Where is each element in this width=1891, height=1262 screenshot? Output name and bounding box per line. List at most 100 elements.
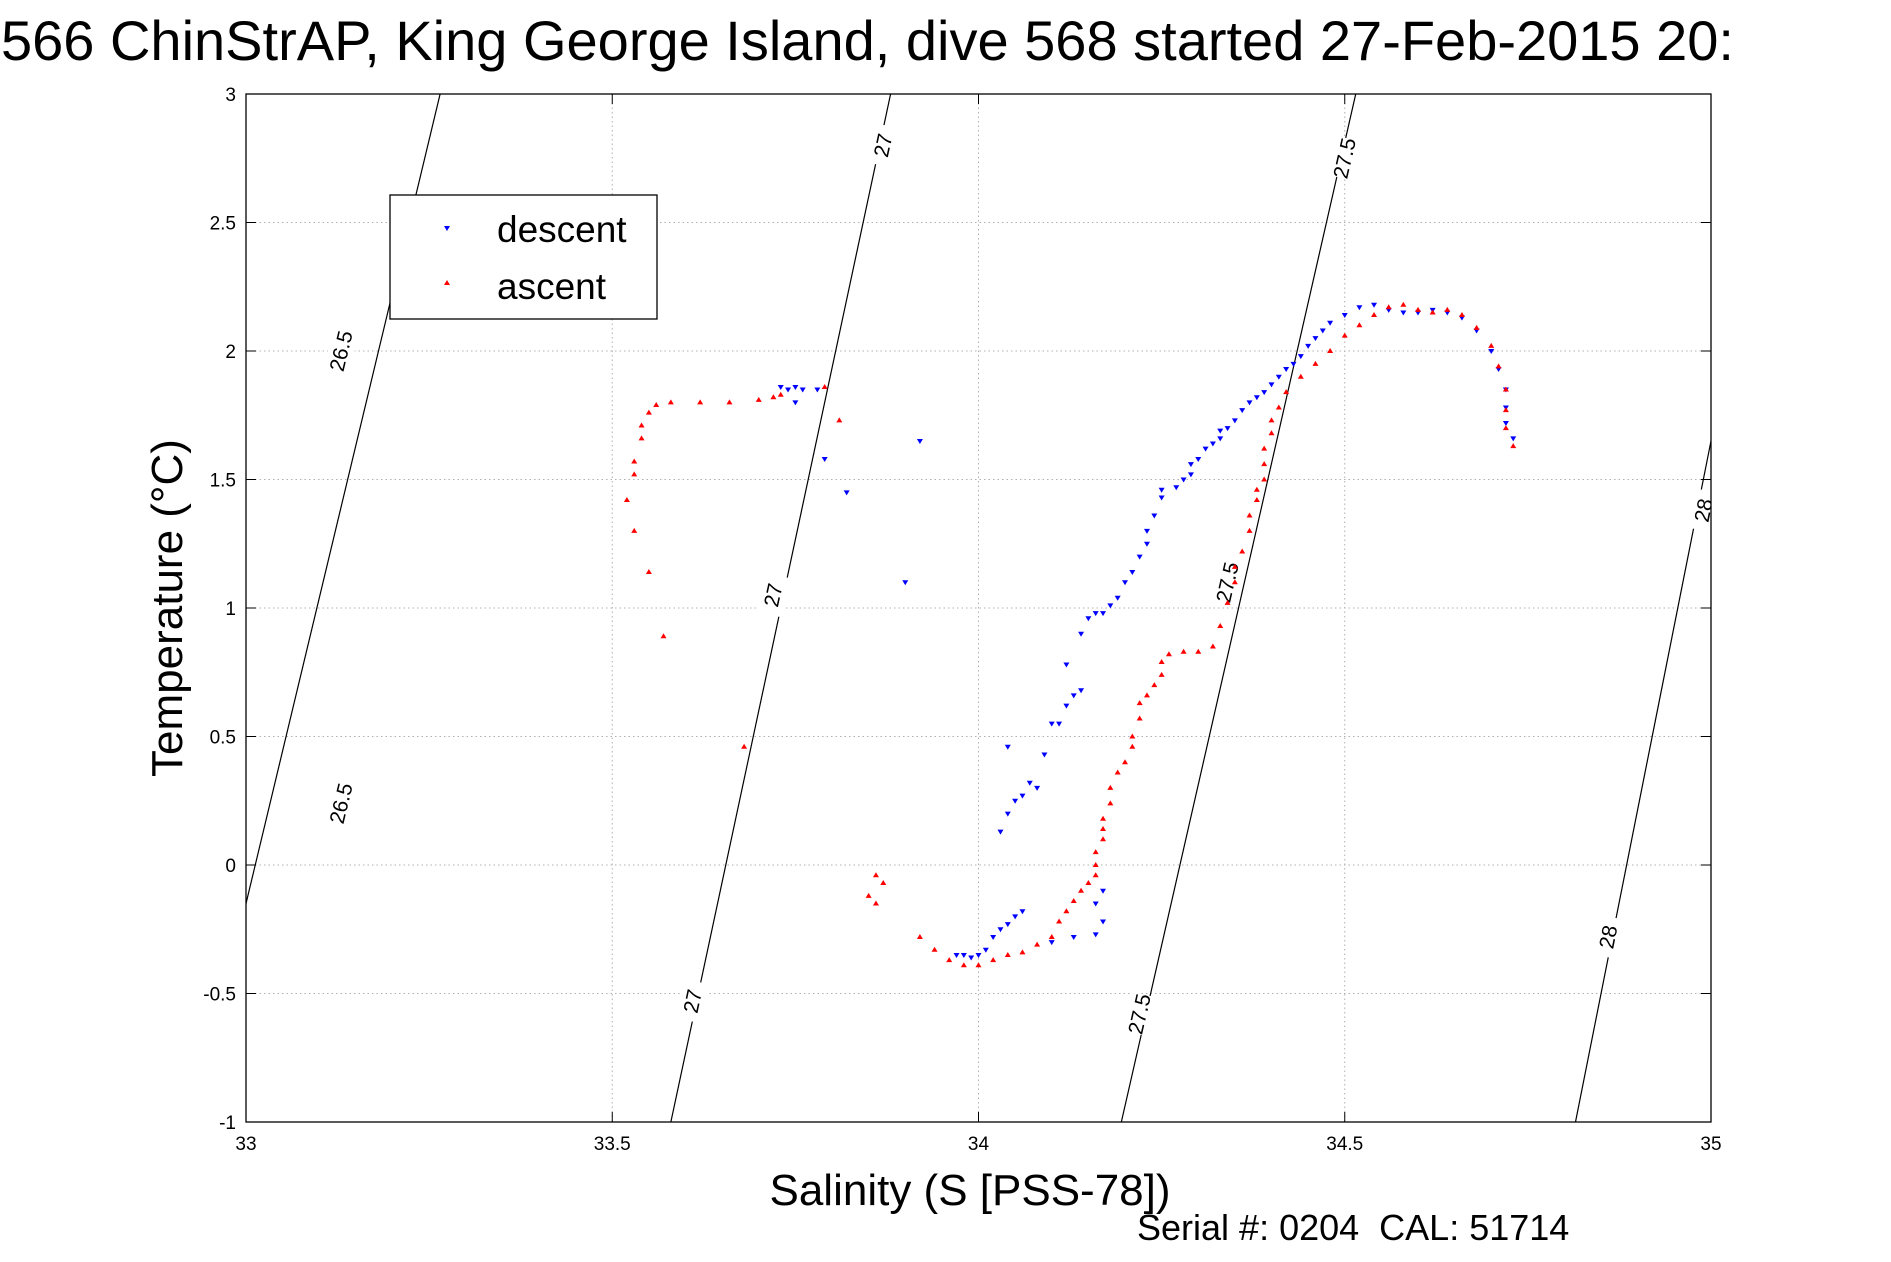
ascent-point [1268,430,1275,436]
descent-point [843,490,850,496]
contour-label-bg [1687,488,1711,533]
ascent-point [631,527,638,533]
ascent-point [1231,579,1238,585]
y-tick-label: 0.5 [210,728,236,749]
contour-label: 28 [1691,497,1718,524]
x-tick-label: 33.5 [594,1134,631,1155]
x-tick-label: 35 [1700,1134,1721,1155]
ascent-point [1070,897,1077,903]
ascent-point [865,892,872,898]
ascent-point [1231,563,1238,569]
descent-point [997,829,1004,835]
ascent-point [1092,849,1099,855]
ascent-point [726,399,733,405]
ascent-point [1048,933,1055,939]
descent-point [1502,420,1509,426]
y-tick-label: 1.5 [210,471,236,492]
descent-point [1100,888,1107,894]
descent-point [1070,693,1077,699]
descent-point [799,387,806,393]
ascent-point [1261,445,1268,451]
ascent-point [1502,425,1509,431]
descent-point [777,384,784,390]
descent-point [953,952,960,958]
contour-label: 28 [1595,923,1622,950]
descent-point [1114,595,1121,601]
y-tick-label: 2 [225,342,236,363]
ascent-point [946,957,953,963]
x-tick-label: 33 [235,1134,256,1155]
descent-point [1100,611,1107,617]
contour-label: 27 [870,132,897,160]
footer-serial-cal: Serial #: 0204 CAL: 51714 [1137,1207,1569,1248]
ascent-point [1092,872,1099,878]
ascent-point [1473,324,1480,330]
y-tick-label: 1 [225,599,236,620]
contour-label-bg [1591,914,1626,960]
descent-point [1231,418,1238,424]
ascent-point [1143,692,1150,698]
ascent-point [1341,332,1348,338]
ascent-point [960,962,967,968]
ascent-point [1100,826,1107,832]
descent-point [990,934,997,940]
descent-point [1209,441,1216,447]
ascent-point [1158,671,1165,677]
legend-ascent-marker [444,280,450,285]
contour-label: 27.5 [1124,992,1156,1037]
ascent-point [1034,941,1041,947]
descent-point [1180,477,1187,483]
ascent-point [1356,322,1363,328]
y-tick-label: 0 [225,856,236,877]
descent-point [1026,780,1033,786]
axis-ticks: 33 33.5 34 34.5 35 -1 -0.5 0 0.5 1 1.5 2 2.5 3 [203,85,1721,1155]
ascent-point [1502,386,1509,392]
data-points [623,301,1517,968]
ascent-point [1253,486,1260,492]
descent-point [1078,631,1085,637]
descent-point [960,952,967,958]
ascent-point [697,399,704,405]
ascent-point [1385,304,1392,310]
descent-point [1275,374,1282,380]
descent-point [1356,305,1363,311]
ascent-point [645,409,652,415]
ascent-point [1312,360,1319,366]
descent-point [1034,785,1041,791]
descent-point [1246,400,1253,406]
descent-point [1239,408,1246,414]
descent-point [1129,570,1136,576]
legend: descent ascent [389,194,658,320]
ascent-point [653,401,660,407]
descent-point [1092,901,1099,907]
legend-box [389,194,658,320]
chart-title: 566 ChinStrAP, King George Island, dive … [1,9,1734,72]
descent-point [1107,603,1114,609]
ascent-point [872,900,879,906]
descent-point [785,387,792,393]
y-tick-label: 2.5 [210,214,236,235]
ascent-point [631,471,638,477]
ascent-point [667,399,674,405]
descent-point [1070,934,1077,940]
descent-point [1100,919,1107,925]
ascent-point [1297,373,1304,379]
ascent-point [1502,407,1509,413]
contour-label: 27 [680,987,707,1015]
descent-point [821,456,828,462]
descent-point [1371,302,1378,308]
descent-point [1187,462,1194,468]
descent-point [997,927,1004,933]
ascent-point [1092,862,1099,867]
descent-point [1092,611,1099,617]
descent-point [1202,446,1209,452]
ascent-point [1100,836,1107,842]
descent-point [1312,336,1319,342]
ascent-point [1327,348,1334,353]
descent-point [1158,495,1165,501]
ascent-point [836,417,843,423]
y-axis-label: Temperature (°C) [143,439,192,777]
ascent-point [931,946,938,952]
contour-label: 27.5 [1212,560,1244,605]
